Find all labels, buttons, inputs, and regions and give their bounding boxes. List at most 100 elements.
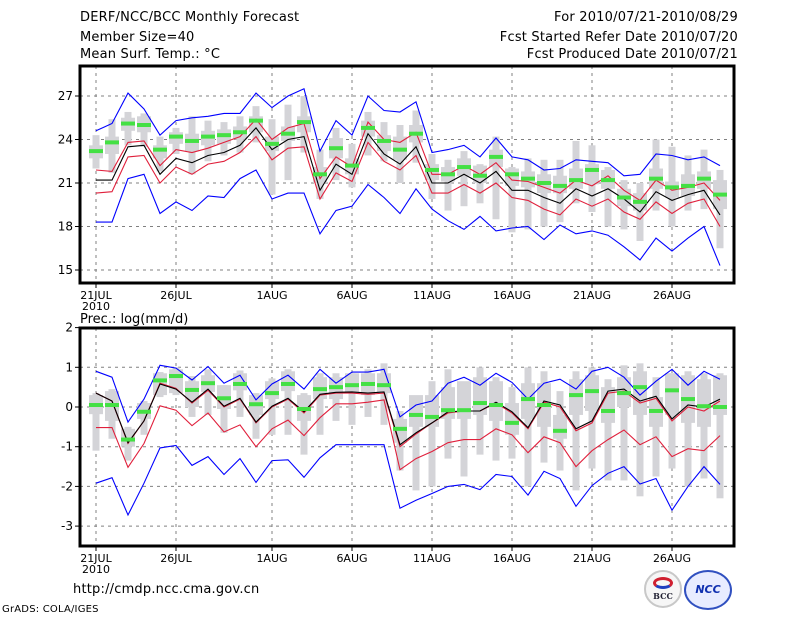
y-tick-label: -2	[61, 479, 73, 493]
x-tick-label: 26JUL	[160, 552, 192, 565]
x-tick-label: 11AUG	[413, 552, 451, 565]
whisker-bar	[492, 136, 500, 220]
ens-mean-marker	[601, 408, 615, 413]
whisker-bar	[252, 393, 260, 439]
x-tick-year-label: 2010	[82, 563, 110, 576]
whisker-bar	[428, 381, 436, 487]
footer-url[interactable]: http://cmdp.ncc.cma.gov.cn	[73, 582, 260, 597]
ncc-logo-text: NCC	[695, 583, 721, 596]
iqr-box	[601, 387, 615, 423]
ens-mean-marker	[681, 183, 695, 188]
ens-mean-marker	[153, 378, 167, 383]
iqr-box	[665, 373, 679, 415]
ens-mean-marker	[537, 181, 551, 185]
y-tick-label: 1	[65, 360, 73, 374]
ens-mean-marker	[201, 134, 215, 139]
whisker-bar	[348, 373, 356, 425]
ens-mean-marker	[665, 388, 679, 393]
ens-mean-marker	[601, 178, 615, 183]
ens-mean-marker	[377, 138, 391, 143]
x-tick-label: 26AUG	[653, 552, 691, 565]
bottom-panel-variable-label: Prec.: log(mm/d)	[80, 312, 188, 327]
series-line-min	[96, 169, 721, 266]
x-tick-label: 21AUG	[573, 552, 611, 565]
ens-mean-marker	[665, 185, 679, 190]
ens-mean-marker	[249, 402, 263, 407]
ens-mean-marker	[297, 406, 311, 411]
ens-mean-marker	[345, 383, 359, 388]
iqr-box	[489, 381, 503, 421]
ens-mean-marker	[121, 121, 135, 126]
iqr-box	[457, 381, 471, 419]
ncc-logo: NCC	[684, 570, 732, 610]
ens-mean-marker	[281, 381, 295, 386]
whisker-bar	[684, 371, 692, 487]
whisker-bar	[476, 164, 484, 204]
iqr-box	[281, 371, 295, 392]
top-panel-variable-label: Mean Surf. Temp.: °C	[80, 47, 221, 62]
whisker-bar	[460, 151, 468, 207]
x-tick-label: 1AUG	[256, 552, 287, 565]
bcc-logo-text: BCC	[653, 591, 673, 601]
ens-mean-marker	[553, 183, 567, 188]
ens-mean-marker	[105, 403, 119, 408]
ens-mean-marker	[345, 163, 359, 168]
whisker-bar	[604, 167, 612, 227]
bcc-logo-swirl-icon	[653, 577, 673, 589]
ens-mean-marker	[521, 176, 535, 181]
ens-mean-marker	[553, 428, 567, 433]
series-line-upper	[95, 118, 721, 202]
whisker-bar	[284, 104, 292, 181]
iqr-box	[409, 395, 423, 427]
x-tick-label: 21AUG	[573, 289, 611, 302]
ens-mean-marker	[393, 147, 407, 152]
iqr-box	[697, 379, 711, 427]
whisker-bar	[524, 158, 532, 230]
x-tick-label: 26AUG	[653, 289, 691, 302]
y-tick-label: 24	[58, 133, 73, 147]
x-tick-label: 21JUL	[80, 289, 112, 302]
plot-frame	[78, 326, 736, 548]
series-line-upper	[95, 382, 721, 448]
ens-mean-marker	[681, 397, 695, 402]
x-tick-year-label: 2010	[82, 300, 110, 313]
ens-mean-marker	[489, 154, 503, 159]
ens-mean-marker	[633, 199, 647, 204]
ens-mean-marker	[617, 391, 631, 396]
ens-mean-marker	[361, 381, 375, 386]
ens-mean-marker	[217, 396, 231, 401]
iqr-box	[633, 371, 647, 415]
grads-credit: GrADS: COLA/IGES	[2, 604, 99, 615]
iqr-box	[441, 387, 455, 419]
ens-mean-marker	[489, 403, 503, 408]
plot-area	[80, 66, 734, 283]
ens-mean-marker	[505, 420, 519, 425]
ens-mean-marker	[281, 131, 295, 136]
ens-mean-marker	[505, 172, 519, 177]
y-tick-label: 2	[65, 321, 73, 335]
ens-mean-marker	[329, 146, 343, 151]
ens-mean-marker	[121, 437, 135, 442]
ens-mean-marker	[633, 385, 647, 390]
bcc-logo: BCC	[644, 570, 682, 608]
ens-mean-marker	[649, 176, 663, 181]
ens-mean-marker	[393, 426, 407, 431]
plot-area	[80, 328, 734, 546]
ens-mean-marker	[265, 141, 279, 146]
ens-mean-marker	[425, 167, 439, 172]
forecast-produced-date-label: Fcst Produced Date 2010/07/21	[526, 47, 738, 62]
ens-mean-marker	[233, 130, 247, 135]
x-tick-label: 26JUL	[160, 289, 192, 302]
ens-mean-marker	[153, 147, 167, 152]
ens-mean-marker	[697, 176, 711, 181]
ens-mean-marker	[249, 118, 263, 123]
whisker-bar	[284, 369, 292, 435]
x-tick-label: 6AUG	[336, 552, 367, 565]
whisker-bar	[204, 369, 212, 415]
ens-mean-marker	[105, 140, 119, 145]
ens-mean-marker	[137, 409, 151, 414]
series-line-max	[95, 364, 721, 424]
